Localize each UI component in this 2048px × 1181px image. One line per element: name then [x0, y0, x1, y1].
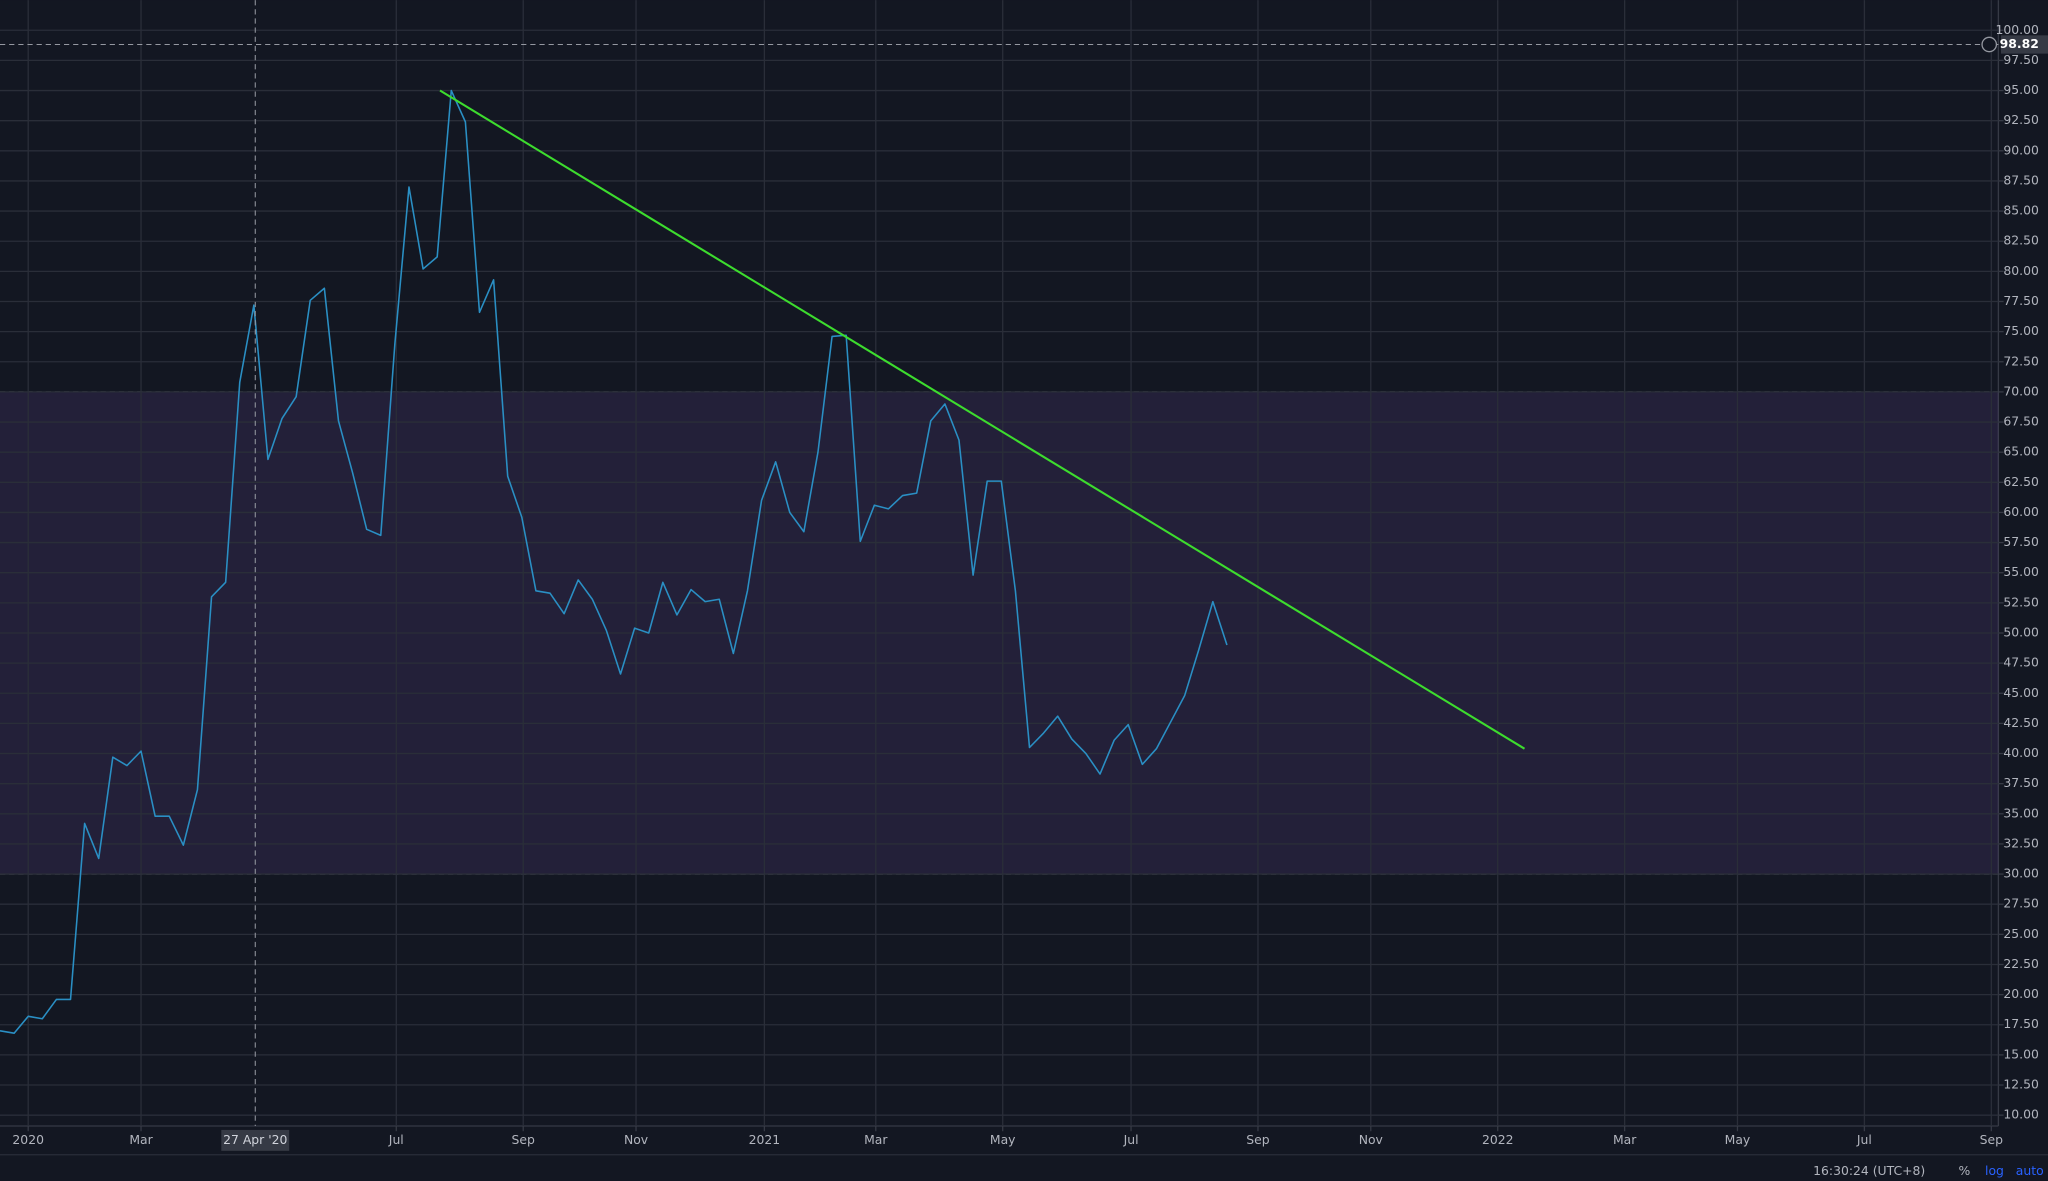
labels-layer: 10.00 12.50 15.00 17.50 20.00 22.50 25.00 27.50…: [0, 0, 2048, 1151]
y-tick-label: 30.00: [2003, 866, 2039, 881]
y-tick-label: 90.00: [2003, 142, 2039, 157]
x-tick-label: May: [990, 1132, 1016, 1147]
crosshair-y-label: 98.82: [2000, 36, 2039, 51]
add-alert-button[interactable]: [1981, 36, 1998, 53]
x-tick-label: Jul: [1856, 1132, 1872, 1147]
y-tick-label: 10.00: [2003, 1107, 2039, 1122]
x-tick-label: Mar: [129, 1132, 153, 1147]
scale-button[interactable]: %: [1959, 1163, 1971, 1178]
y-tick-label: 47.50: [2003, 655, 2039, 670]
y-tick-label: 22.50: [2003, 956, 2039, 971]
y-tick-label: 20.00: [2003, 986, 2039, 1001]
y-tick-label: 32.50: [2003, 835, 2039, 850]
y-tick-label: 27.50: [2003, 896, 2039, 911]
trendline: [439, 89, 1526, 750]
x-tick-label: Sep: [512, 1132, 535, 1147]
y-tick-label: 67.50: [2003, 414, 2039, 429]
y-tick-label: 65.00: [2003, 444, 2039, 459]
scale-button[interactable]: log: [1985, 1163, 2004, 1178]
y-tick-label: 100.00: [1995, 22, 2038, 37]
y-tick-label: 60.00: [2003, 504, 2039, 519]
crosshair-y-label-box: [2000, 35, 2048, 54]
y-tick-label: 82.50: [2003, 233, 2039, 248]
y-tick-label: 25.00: [2003, 926, 2039, 941]
y-tick-label: 72.50: [2003, 353, 2039, 368]
crosshair-x-label: 27 Apr '20: [223, 1132, 287, 1147]
y-tick-label: 45.00: [2003, 685, 2039, 700]
y-tick-label: 70.00: [2003, 383, 2039, 398]
y-tick-label: 87.50: [2003, 172, 2039, 187]
y-tick-label: 77.50: [2003, 293, 2039, 308]
x-tick-label: Jul: [1123, 1132, 1139, 1147]
x-tick-label: Jul: [388, 1132, 404, 1147]
scale-button[interactable]: auto: [2016, 1163, 2044, 1178]
y-tick-label: 85.00: [2003, 203, 2039, 218]
x-tick-label: Nov: [1359, 1132, 1383, 1147]
grid-layer: [0, 0, 1999, 1127]
y-tick-label: 40.00: [2003, 745, 2039, 760]
x-tick-label: 2021: [749, 1132, 781, 1147]
series-line: [0, 89, 1228, 1034]
x-tick-label: 2022: [1482, 1132, 1514, 1147]
y-tick-label: 95.00: [2003, 82, 2039, 97]
y-tick-label: 35.00: [2003, 805, 2039, 820]
y-tick-label: 17.50: [2003, 1016, 2039, 1031]
y-tick-label: 42.50: [2003, 715, 2039, 730]
x-tick-label: May: [1725, 1132, 1751, 1147]
x-tick-label: 2020: [12, 1132, 44, 1147]
y-tick-label: 50.00: [2003, 624, 2039, 639]
y-tick-label: 37.50: [2003, 775, 2039, 790]
y-tick-label: 97.50: [2003, 52, 2039, 67]
y-tick-label: 57.50: [2003, 534, 2039, 549]
y-tick-label: 15.00: [2003, 1046, 2039, 1061]
x-tick-label: Mar: [1613, 1132, 1637, 1147]
marks-layer: [0, 89, 1526, 1034]
status-time: 16:30:24 (UTC+8): [1813, 1163, 1925, 1178]
x-tick-label: Sep: [1980, 1132, 2003, 1147]
x-tick-label: Sep: [1246, 1132, 1269, 1147]
y-tick-label: 80.00: [2003, 263, 2039, 278]
x-tick-label: Nov: [624, 1132, 648, 1147]
y-tick-label: 75.00: [2003, 323, 2039, 338]
y-tick-label: 62.50: [2003, 474, 2039, 489]
y-tick-label: 92.50: [2003, 112, 2039, 127]
x-tick-label: Mar: [864, 1132, 888, 1147]
y-tick-label: 52.50: [2003, 594, 2039, 609]
y-tick-label: 12.50: [2003, 1077, 2039, 1092]
crosshair-x-label-box: [221, 1129, 290, 1151]
y-tick-label: 55.00: [2003, 564, 2039, 579]
